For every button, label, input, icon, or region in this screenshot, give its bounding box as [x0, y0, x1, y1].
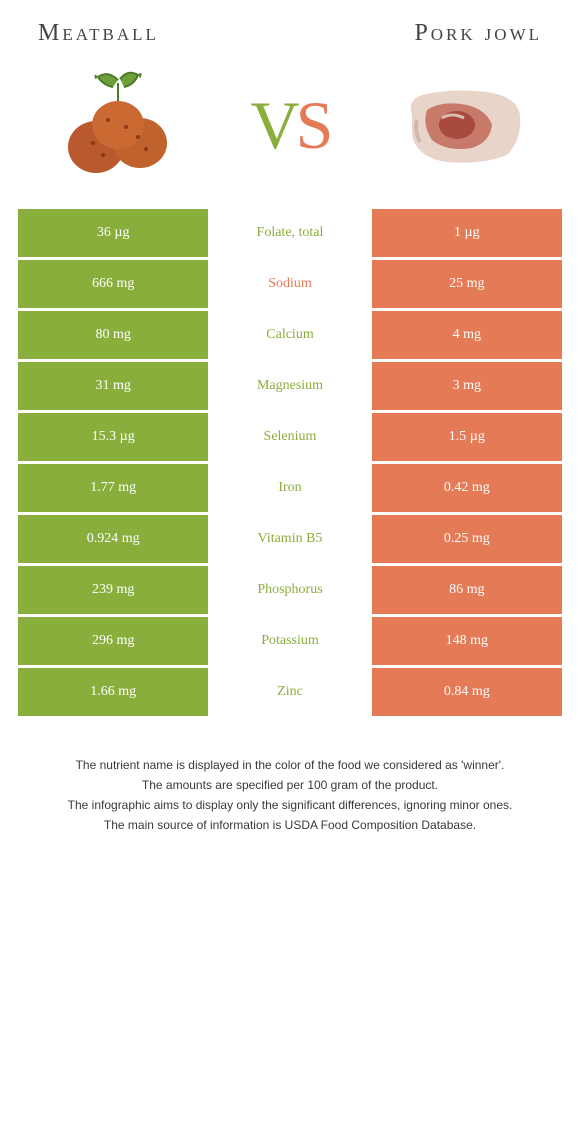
vs-label: VS	[251, 86, 330, 165]
table-row: 0.924 mgVitamin B50.25 mg	[18, 515, 562, 563]
right-value-cell: 1 µg	[372, 209, 562, 257]
table-row: 1.77 mgIron0.42 mg	[18, 464, 562, 512]
nutrient-name-cell: Potassium	[208, 617, 371, 665]
right-value-cell: 0.42 mg	[372, 464, 562, 512]
right-value-cell: 86 mg	[372, 566, 562, 614]
nutrient-name-cell: Sodium	[208, 260, 371, 308]
nutrient-name-cell: Zinc	[208, 668, 371, 716]
left-value-cell: 15.3 µg	[18, 413, 208, 461]
table-row: 36 µgFolate, total1 µg	[18, 209, 562, 257]
right-value-cell: 148 mg	[372, 617, 562, 665]
footer-line: The amounts are specified per 100 gram o…	[24, 776, 556, 794]
left-value-cell: 666 mg	[18, 260, 208, 308]
nutrient-name-cell: Magnesium	[208, 362, 371, 410]
left-value-cell: 80 mg	[18, 311, 208, 359]
footer-line: The nutrient name is displayed in the co…	[24, 756, 556, 774]
right-value-cell: 0.84 mg	[372, 668, 562, 716]
left-value-cell: 31 mg	[18, 362, 208, 410]
right-value-cell: 4 mg	[372, 311, 562, 359]
table-row: 239 mgPhosphorus86 mg	[18, 566, 562, 614]
left-value-cell: 1.66 mg	[18, 668, 208, 716]
left-value-cell: 0.924 mg	[18, 515, 208, 563]
nutrient-name-cell: Phosphorus	[208, 566, 371, 614]
pork-jowl-icon	[411, 91, 520, 163]
vs-v-letter: V	[251, 87, 296, 163]
nutrient-name-cell: Folate, total	[208, 209, 371, 257]
vs-s-letter: S	[296, 87, 330, 163]
right-value-cell: 25 mg	[372, 260, 562, 308]
parsley-icon	[95, 73, 141, 105]
nutrient-name-cell: Vitamin B5	[208, 515, 371, 563]
left-value-cell: 296 mg	[18, 617, 208, 665]
footer-notes: The nutrient name is displayed in the co…	[18, 756, 562, 834]
images-row: VS	[18, 65, 562, 185]
left-value-cell: 1.77 mg	[18, 464, 208, 512]
right-food-title: Pork jowl	[414, 20, 542, 47]
table-row: 296 mgPotassium148 mg	[18, 617, 562, 665]
table-row: 80 mgCalcium4 mg	[18, 311, 562, 359]
table-row: 666 mgSodium25 mg	[18, 260, 562, 308]
nutrient-name-cell: Calcium	[208, 311, 371, 359]
table-row: 15.3 µgSelenium1.5 µg	[18, 413, 562, 461]
left-value-cell: 239 mg	[18, 566, 208, 614]
footer-line: The main source of information is USDA F…	[24, 816, 556, 834]
table-row: 1.66 mgZinc0.84 mg	[18, 668, 562, 716]
footer-line: The infographic aims to display only the…	[24, 796, 556, 814]
left-value-cell: 36 µg	[18, 209, 208, 257]
right-food-image	[392, 65, 532, 185]
nutrient-table: 36 µgFolate, total1 µg666 mgSodium25 mg8…	[18, 209, 562, 716]
left-food-image	[48, 65, 188, 185]
meatball-icon	[68, 101, 167, 173]
right-value-cell: 3 mg	[372, 362, 562, 410]
right-value-cell: 1.5 µg	[372, 413, 562, 461]
nutrient-name-cell: Selenium	[208, 413, 371, 461]
table-row: 31 mgMagnesium3 mg	[18, 362, 562, 410]
left-food-title: Meatball	[38, 20, 159, 47]
nutrient-name-cell: Iron	[208, 464, 371, 512]
header-row: Meatball Pork jowl	[18, 20, 562, 47]
right-value-cell: 0.25 mg	[372, 515, 562, 563]
